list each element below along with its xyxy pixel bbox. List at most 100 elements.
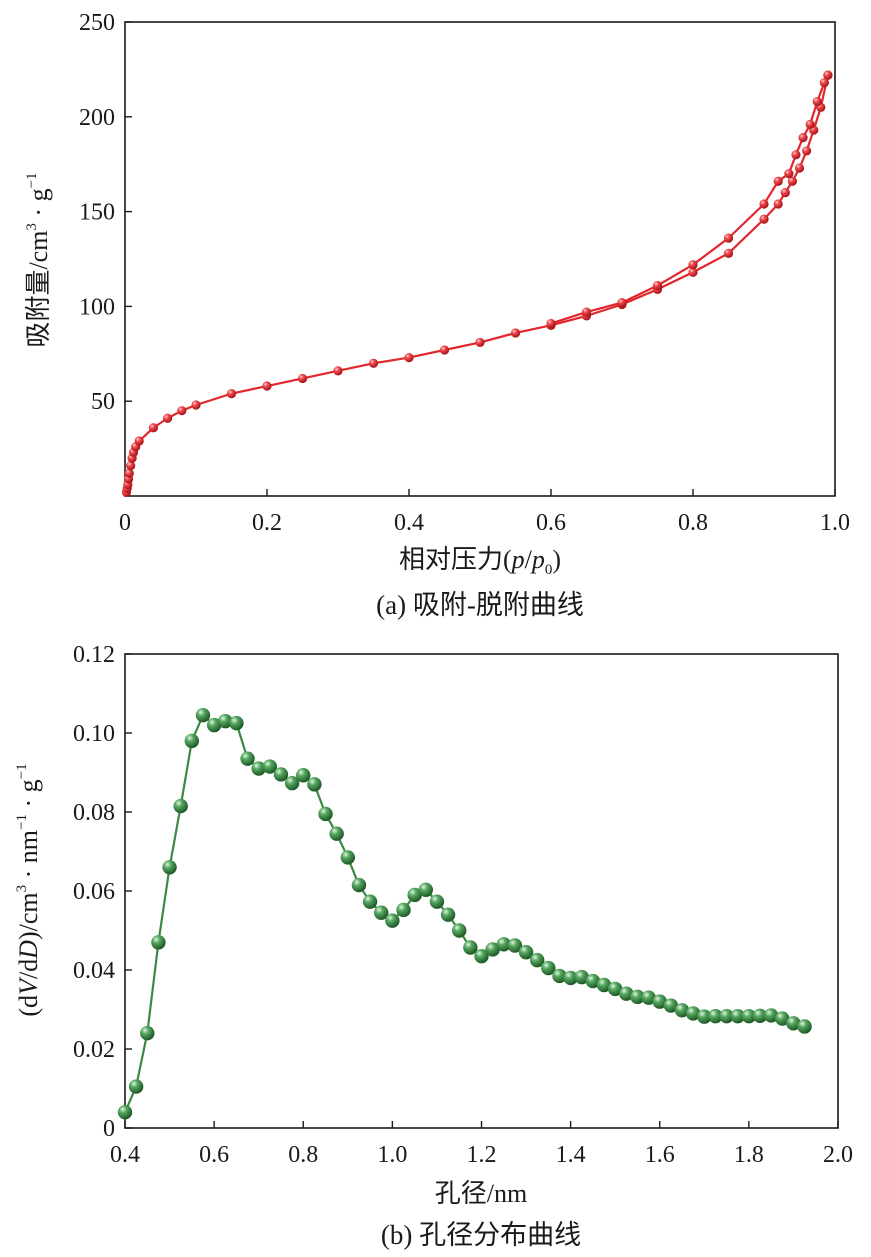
chart-a-data-point [759, 199, 769, 209]
chart-b-data-point [351, 877, 367, 893]
chart-b-ylabel-open: (d [14, 995, 43, 1017]
chart-a-data-point [823, 70, 833, 80]
chart-a-data-point [688, 260, 698, 270]
chart-b-x-tick-label: 0.8 [288, 1142, 318, 1168]
chart-a-x-tick-label: 0 [119, 510, 131, 536]
chart-a-data-point [791, 150, 801, 160]
chart-b: 0.4 0.6 0.8 1.0 1.2 1.4 1.6 1.8 2.0 0 0.02 0.04 0.06… [14, 642, 853, 1250]
chart-a-ylabel-sup3: 3 [24, 223, 40, 231]
chart-a-ylabel-supm1: −1 [24, 172, 40, 188]
chart-b-data-point [775, 1011, 790, 1026]
chart-b-data-point [173, 798, 188, 814]
chart-b-x-tick-label: 1.8 [734, 1142, 764, 1168]
chart-b-ylabel-V: V [14, 976, 43, 995]
chart-b-x-tick-label: 2.0 [823, 1142, 853, 1168]
chart-b-data-point [329, 826, 344, 841]
chart-b-x-tick-label: 1.2 [467, 1142, 497, 1168]
chart-b-data-point [585, 973, 601, 989]
chart-b-data-point [652, 994, 667, 1009]
chart-a-data-point [819, 78, 829, 88]
chart-a-data-point [262, 381, 272, 391]
chart-a-data-point [723, 233, 734, 243]
chart-b-data-point [218, 713, 233, 729]
chart-a-x-axis-label: 相对压力(p/p0) [399, 545, 561, 578]
chart-b-y-axis-label: (dV/dD)/cm3 · nm−1 · g−1 [14, 763, 43, 1016]
chart-a-plot-frame [124, 21, 836, 497]
chart-b-data-point [128, 1079, 144, 1094]
chart-b-data-point [184, 733, 200, 749]
chart-a-data-point [148, 423, 158, 433]
chart-a-series-line-desorption [550, 74, 829, 325]
chart-a-data-point [652, 280, 663, 291]
chart-b-data-point [697, 1009, 712, 1024]
chart-b-ylabel-nm: · nm [14, 830, 43, 885]
chart-a-series [121, 70, 833, 497]
chart-a-ylabel-main: 吸附量/cm [24, 231, 53, 348]
chart-a-y-tick-label: 100 [79, 294, 115, 320]
chart-b-data-point [708, 1009, 723, 1024]
chart-a-data-point [812, 97, 822, 107]
chart-b-data-point [452, 923, 467, 938]
chart-a-axes: 0 0.2 0.4 0.6 0.8 1.0 50 100 150 200 250 [79, 10, 850, 536]
chart-b-data-point [284, 775, 300, 791]
chart-b-data-point [763, 1008, 779, 1023]
chart-a-data-point [787, 176, 798, 186]
chart-b-data-point [619, 986, 634, 1001]
chart-b-ylabel-close: )/cm [14, 892, 43, 940]
chart-a-data-point [759, 214, 769, 224]
chart-b-data-point [117, 1105, 133, 1120]
chart-a-data-point [163, 413, 173, 423]
chart-a-data-point [581, 307, 592, 317]
chart-b-data-point [463, 940, 478, 955]
chart-b-data-point [240, 751, 255, 766]
chart-a-xlabel-p0: p [530, 545, 545, 574]
chart-b-data-point [685, 1006, 701, 1021]
chart-b-ylabel-sup3: 3 [14, 885, 30, 893]
chart-a-y-tick-label: 200 [79, 105, 115, 131]
chart-b-data-point [663, 998, 679, 1013]
chart-b-data-point [262, 759, 278, 774]
chart-b-data-point [563, 970, 578, 986]
chart-b-data-point [630, 989, 645, 1005]
chart-b-data-point [752, 1008, 768, 1024]
chart-b-ylabel-mid: /d [14, 959, 43, 979]
chart-b-data-point [229, 715, 244, 731]
chart-a-data-point [723, 248, 734, 258]
chart-b-data-point [474, 948, 489, 964]
chart-a-data-point [688, 267, 698, 277]
chart-b-data-point [507, 938, 523, 953]
chart-a-data-point [297, 373, 308, 384]
chart-b-data-point [296, 768, 311, 783]
chart-b-data-point [719, 1009, 734, 1024]
chart-a-data-point [404, 352, 414, 363]
chart-a-x-tick-label: 0.2 [252, 510, 282, 536]
chart-b-data-point [151, 935, 166, 950]
chart-b-x-tick-label: 0.6 [199, 1142, 229, 1168]
chart-b-series [117, 708, 812, 1120]
chart-a-data-point [126, 461, 136, 471]
chart-a-data-point [546, 318, 556, 329]
chart-b-data-point [407, 887, 422, 903]
chart-a-y-tick-label: 150 [79, 200, 115, 226]
chart-a-data-point [134, 436, 144, 446]
chart-b-y-tick-label: 0.04 [73, 958, 115, 984]
chart-b-data-point [140, 1026, 155, 1041]
chart-a-xlabel-slash: / [525, 545, 533, 574]
chart-b-data-point [574, 969, 589, 985]
chart-a-x-tick-label: 0.8 [678, 510, 708, 536]
chart-a-caption: (a) 吸附-脱附曲线 [376, 590, 584, 620]
chart-a-x-tick-label: 1.0 [820, 510, 850, 536]
chart-b-data-point [385, 913, 400, 928]
chart-a-data-point [510, 328, 521, 338]
chart-a-ylabel-g: · g [24, 188, 53, 223]
chart-b-data-point [307, 777, 322, 792]
chart-a-data-point [368, 358, 379, 368]
chart-b-data-point [552, 968, 567, 984]
chart-b-x-tick-label: 0.4 [110, 1142, 140, 1168]
chart-a-data-point [226, 389, 237, 399]
chart-b-caption: (b) 孔径分布曲线 [381, 1220, 581, 1250]
chart-b-y-tick-label: 0 [103, 1116, 115, 1142]
chart-b-data-point [374, 905, 389, 920]
chart-b-data-point [340, 850, 356, 865]
